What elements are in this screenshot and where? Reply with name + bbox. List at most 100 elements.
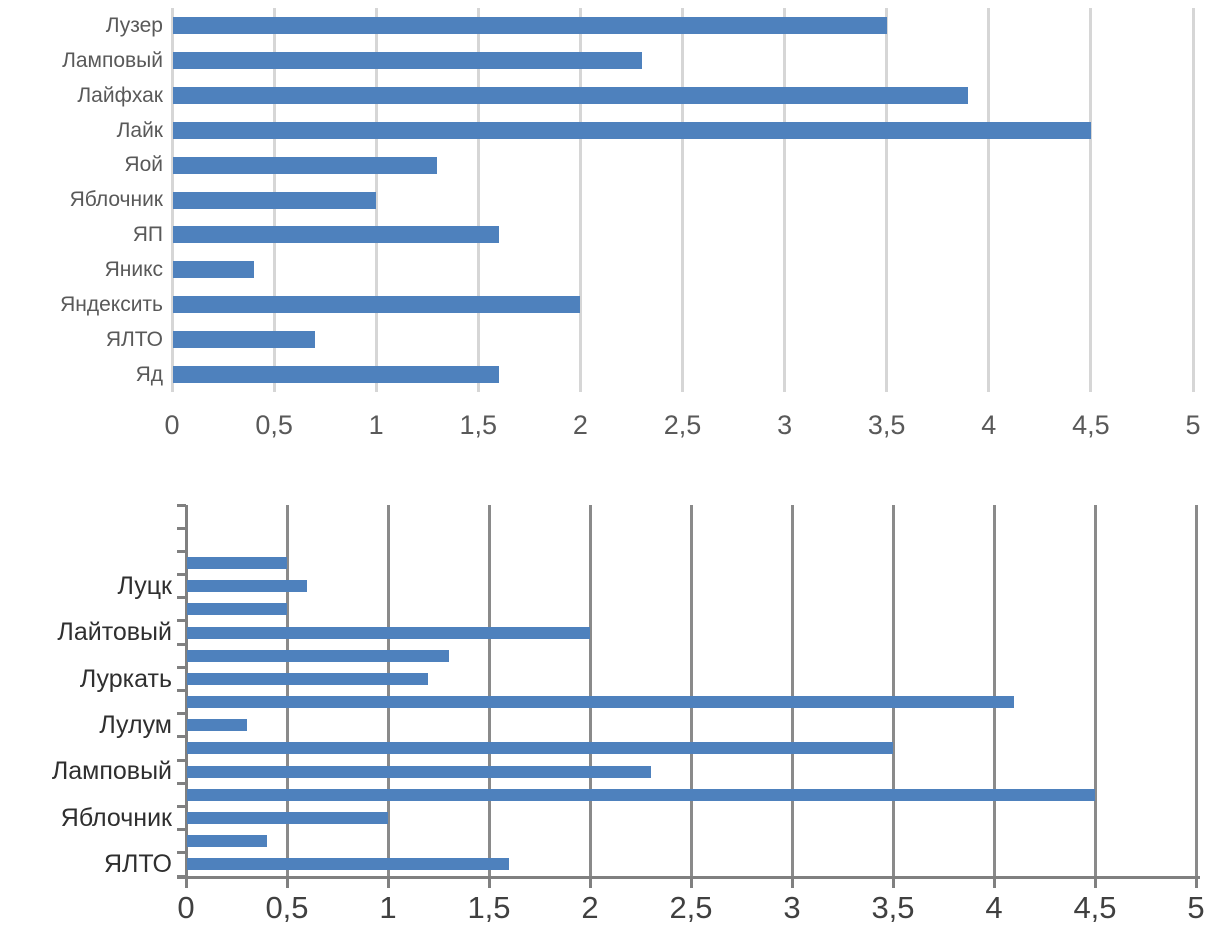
bar xyxy=(173,51,642,69)
x-tick-label: 3 xyxy=(777,410,793,441)
x-axis-tick xyxy=(891,879,895,888)
bar xyxy=(187,626,590,639)
x-tick-label: 3,5 xyxy=(867,410,906,441)
x-tick-label: 1 xyxy=(368,410,384,441)
y-axis-tick xyxy=(177,758,186,762)
bar xyxy=(187,649,449,662)
bar xyxy=(187,788,1095,801)
x-tick-label: 5 xyxy=(1187,889,1205,925)
gridline xyxy=(170,8,174,392)
gridline xyxy=(1194,505,1198,876)
y-axis-tick xyxy=(177,712,186,716)
x-tick-label: 1,5 xyxy=(459,410,498,441)
gridline xyxy=(992,505,996,876)
y-axis-tick xyxy=(177,526,186,530)
category-label: Луркать xyxy=(79,664,172,693)
x-tick-label: 4,5 xyxy=(1072,410,1110,441)
bar xyxy=(187,835,267,848)
y-axis-tick xyxy=(177,781,186,785)
x-tick-label: 0 xyxy=(177,889,195,925)
gridline xyxy=(1191,8,1195,392)
bar xyxy=(187,742,893,755)
bar xyxy=(173,296,581,314)
gridline xyxy=(184,505,188,876)
gridline xyxy=(681,8,684,392)
x-axis-tick xyxy=(487,879,491,888)
x-tick-label: 0,5 xyxy=(265,889,309,925)
x-tick-label: 3 xyxy=(783,889,801,925)
bar xyxy=(173,86,969,104)
y-axis-tick xyxy=(177,735,186,739)
x-tick-label: 0 xyxy=(164,410,180,441)
category-label: Лузер xyxy=(105,13,163,37)
y-axis-tick xyxy=(177,549,186,553)
bar xyxy=(173,156,438,174)
gridline xyxy=(1089,8,1093,392)
bar xyxy=(187,719,247,732)
x-tick-label: 0,5 xyxy=(255,410,293,441)
y-axis-tick xyxy=(177,619,186,623)
bar xyxy=(187,858,510,871)
x-tick-label: 4 xyxy=(985,889,1003,925)
x-tick-label: 2 xyxy=(572,410,588,441)
x-axis-tick xyxy=(588,879,592,888)
category-label: Яой xyxy=(124,153,163,177)
category-label: Яд xyxy=(135,362,163,386)
x-tick-label: 2,5 xyxy=(663,410,702,441)
bar xyxy=(187,696,1015,709)
category-label: ЯЛТО xyxy=(105,327,163,351)
x-axis-tick xyxy=(790,879,794,888)
bar xyxy=(187,556,287,569)
category-label: ЯП xyxy=(132,223,163,247)
y-axis-tick xyxy=(177,596,186,600)
gridline xyxy=(374,8,378,392)
y-axis-tick xyxy=(177,689,186,692)
y-axis-tick xyxy=(177,503,186,507)
x-axis-tick xyxy=(184,879,188,888)
y-axis-tick xyxy=(177,804,186,808)
y-axis-tick xyxy=(177,874,186,878)
bar xyxy=(187,812,388,825)
x-axis-tick xyxy=(1194,879,1198,888)
bar xyxy=(187,603,287,616)
y-axis-tick xyxy=(177,642,186,646)
y-axis-tick xyxy=(177,828,186,832)
gridline xyxy=(578,8,582,392)
gridline xyxy=(285,505,289,876)
bar xyxy=(173,191,377,209)
category-label: Лулум xyxy=(99,711,172,740)
x-tick-label: 2 xyxy=(581,889,599,925)
gridline xyxy=(689,505,693,876)
x-axis-tick xyxy=(1093,879,1097,888)
category-label: Яндексить xyxy=(60,293,163,317)
category-label: ЯЛТО xyxy=(103,850,172,879)
bar xyxy=(173,16,887,34)
category-label: Лайк xyxy=(116,118,163,142)
category-label: Ламповый xyxy=(62,48,163,72)
category-label: Лайфхак xyxy=(77,83,163,107)
x-tick-label: 2,5 xyxy=(669,889,713,925)
category-label: Ламповый xyxy=(51,757,172,786)
x-tick-label: 1 xyxy=(379,889,397,925)
x-axis-tick xyxy=(689,879,693,888)
gridline xyxy=(790,505,794,876)
y-axis-tick xyxy=(177,665,186,669)
bar xyxy=(173,261,254,279)
gridline xyxy=(476,8,480,392)
gridline xyxy=(987,8,991,392)
category-label: Яблочник xyxy=(69,188,163,212)
gridline xyxy=(487,505,491,876)
x-axis-line xyxy=(177,876,1200,879)
category-label: Яникс xyxy=(104,258,163,282)
gridline xyxy=(1093,505,1097,876)
category-label: Яблочник xyxy=(60,803,172,832)
x-axis-tick xyxy=(285,879,289,888)
x-axis-tick xyxy=(386,879,390,888)
x-tick-label: 4 xyxy=(981,410,997,441)
bar xyxy=(187,765,651,778)
gridline xyxy=(783,8,787,392)
bar xyxy=(173,121,1091,139)
bar xyxy=(173,366,499,384)
category-label: Лайтовый xyxy=(57,618,172,647)
